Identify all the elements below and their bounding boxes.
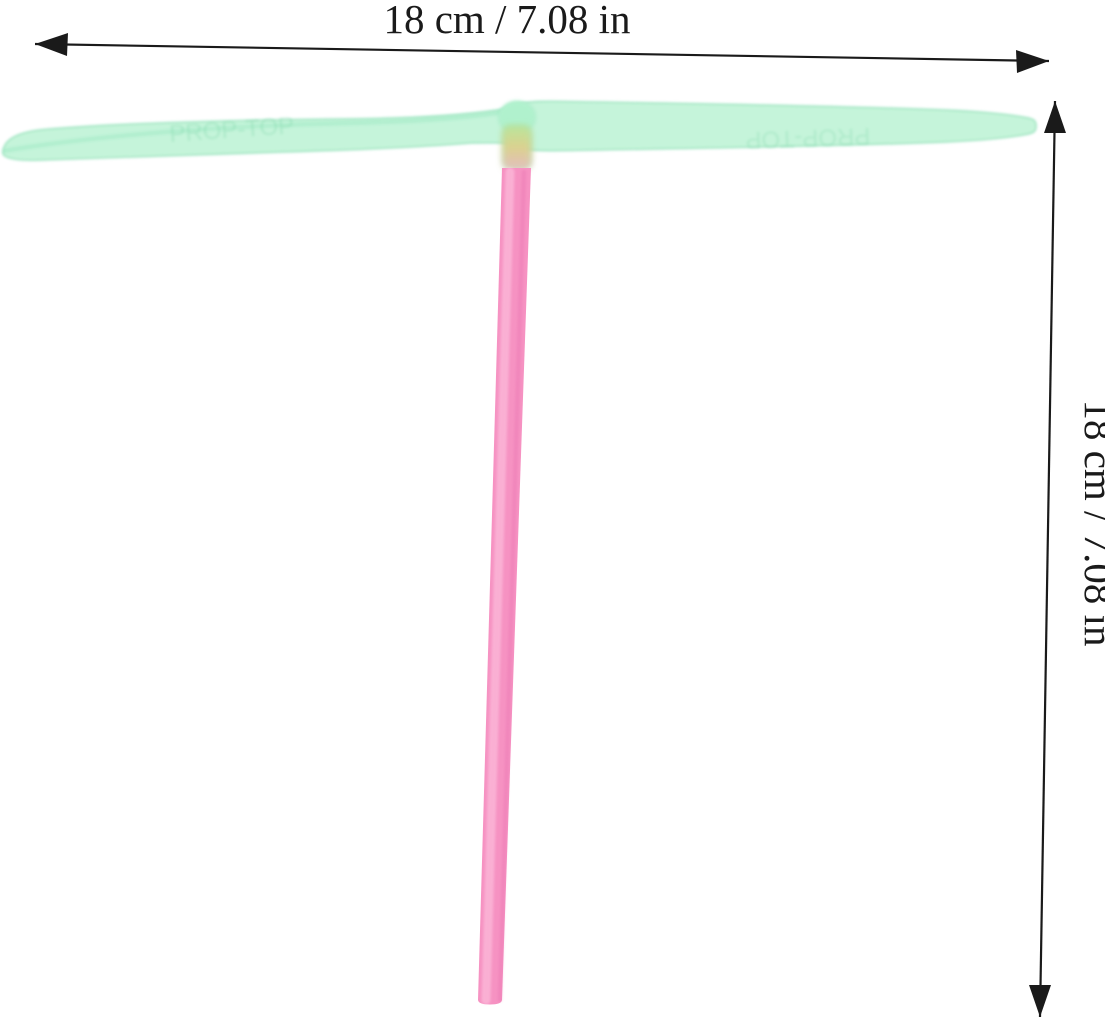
svg-text:18 cm / 7.08 in: 18 cm / 7.08 in: [383, 0, 630, 42]
svg-text:PROP-TOP: PROP-TOP: [745, 122, 871, 153]
svg-text:18 cm / 7.08 in: 18 cm / 7.08 in: [1076, 399, 1105, 646]
